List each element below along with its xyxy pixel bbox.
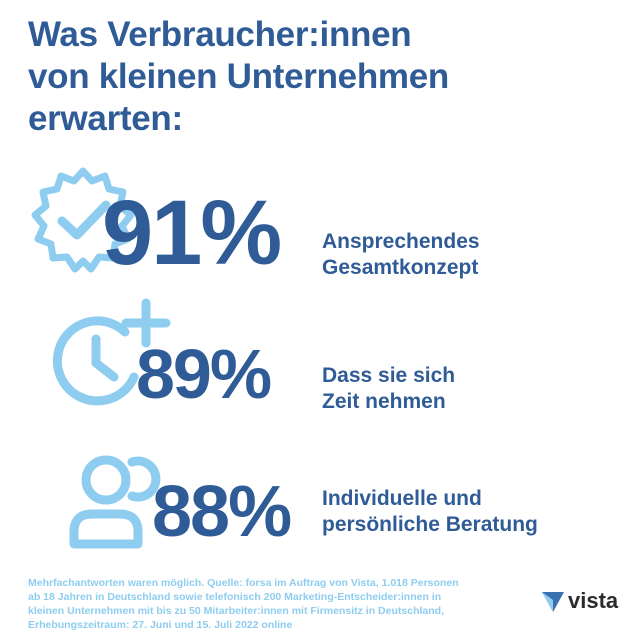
page-title: Was Verbraucher:innen von kleinen Untern…	[28, 15, 449, 138]
stat-item: 89% Dass sie sich Zeit nehmen	[0, 297, 640, 413]
stat-label: Dass sie sich Zeit nehmen	[322, 364, 456, 413]
stat-item: 91% Ansprechendes Gesamtkonzept	[0, 165, 640, 279]
badge-check-icon	[31, 167, 135, 273]
stat-item: 88% Individuelle und persönliche Beratun…	[0, 440, 640, 550]
clock-plus-icon	[52, 298, 171, 406]
stat-value: 89%	[136, 335, 272, 413]
brand-name: vista	[568, 588, 619, 613]
vista-logo-icon	[542, 592, 564, 612]
stat-label: Individuelle und persönliche Beratung	[322, 487, 538, 536]
stat-label: Ansprechendes Gesamtkonzept	[322, 230, 480, 279]
users-icon	[69, 455, 161, 549]
stat-value: 91%	[102, 182, 282, 284]
source-footnote: Mehrfachantworten waren möglich. Quelle:…	[28, 577, 459, 631]
stat-value: 88%	[152, 472, 292, 552]
